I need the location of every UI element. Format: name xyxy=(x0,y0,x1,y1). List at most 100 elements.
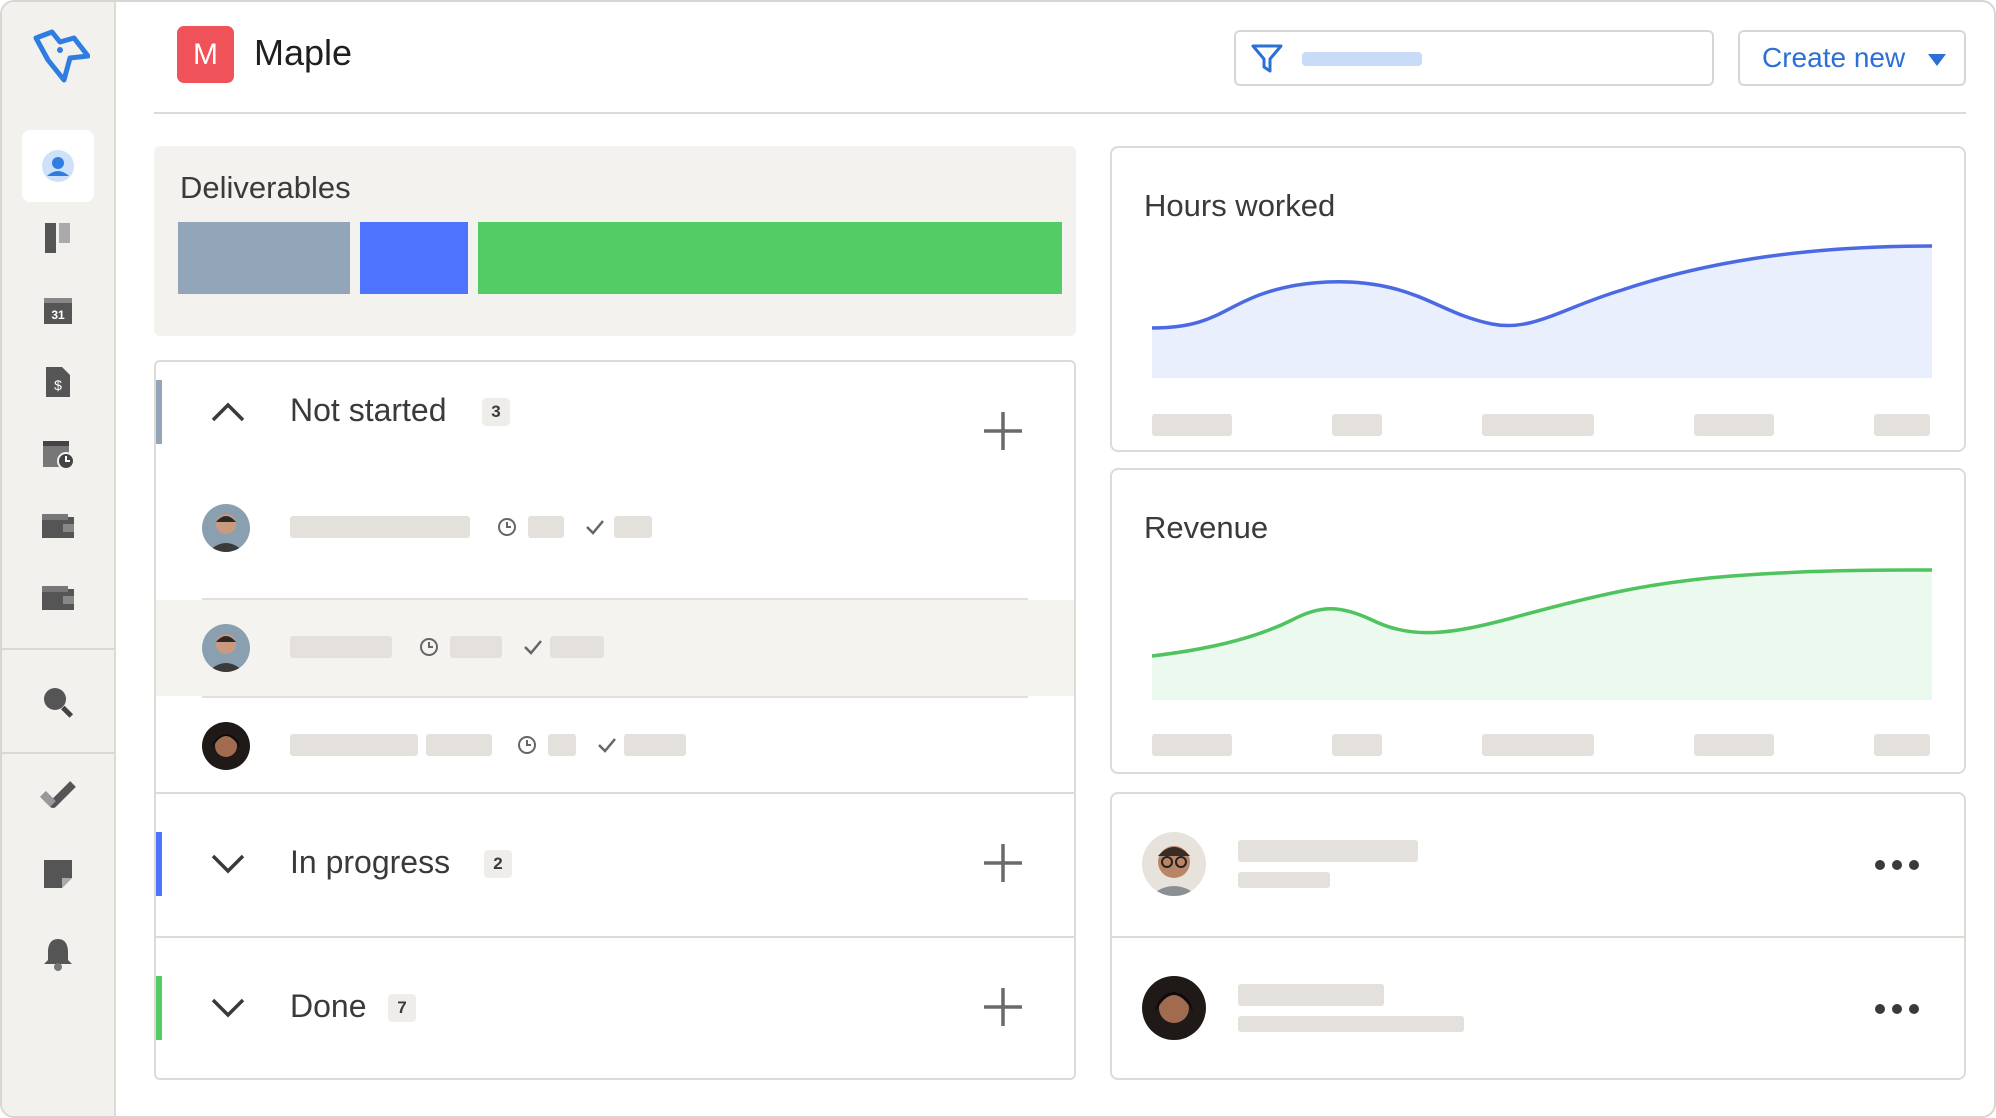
nav-timesheets[interactable] xyxy=(22,418,94,490)
nav-invoices[interactable]: $ xyxy=(22,346,94,418)
add-task-icon[interactable] xyxy=(982,842,1024,884)
x-tick-placeholder xyxy=(1482,734,1594,756)
chevron-down-icon[interactable] xyxy=(208,844,248,884)
brand-name: Maple xyxy=(254,32,353,73)
deliverables-segment-done[interactable] xyxy=(478,222,1062,294)
filter-value-placeholder xyxy=(1302,52,1422,66)
more-options-icon[interactable] xyxy=(1874,858,1920,872)
timesheet-icon xyxy=(43,441,75,470)
clock-icon xyxy=(420,638,438,656)
task-title-placeholder xyxy=(290,734,418,756)
invoice-icon: $ xyxy=(46,367,70,397)
wallet-icon xyxy=(42,514,74,538)
deliverables-segment-not-started[interactable] xyxy=(178,222,350,294)
nav-notifications[interactable] xyxy=(22,918,94,990)
row-divider xyxy=(202,598,1028,600)
clock-icon xyxy=(518,736,536,754)
nav-profile[interactable] xyxy=(22,130,94,202)
group-accent xyxy=(156,976,162,1040)
avatar xyxy=(202,722,250,770)
nav-wallet[interactable] xyxy=(22,490,94,562)
nav-tasks[interactable] xyxy=(22,758,94,830)
checklist-placeholder xyxy=(624,734,686,756)
task-row[interactable] xyxy=(156,698,1074,794)
chevron-up-icon[interactable] xyxy=(208,392,248,432)
group-divider xyxy=(156,792,1074,794)
hours-worked-chart xyxy=(1152,244,1932,378)
checklist-placeholder xyxy=(614,516,652,538)
group-header-in-progress[interactable]: In progress 2 xyxy=(156,814,1074,914)
create-new-label: Create new xyxy=(1762,42,1906,73)
revenue-chart xyxy=(1152,568,1932,700)
nav-calendar[interactable]: 31 xyxy=(22,274,94,346)
hours-worked-card[interactable]: Hours worked xyxy=(1110,146,1966,452)
avatar xyxy=(202,504,250,552)
x-tick-placeholder xyxy=(1482,414,1594,436)
board-icon xyxy=(45,223,70,253)
person-name-placeholder xyxy=(1238,840,1418,862)
row-divider xyxy=(1112,936,1964,938)
bird-logo-icon[interactable] xyxy=(30,28,90,88)
time-placeholder xyxy=(528,516,564,538)
group-header-done[interactable]: Done 7 xyxy=(156,958,1074,1058)
calendar-icon: 31 xyxy=(44,298,72,324)
x-tick-placeholder xyxy=(1152,414,1232,436)
person-meta-placeholder xyxy=(1238,1016,1464,1032)
brand-badge: M xyxy=(177,26,234,83)
group-divider xyxy=(156,936,1074,938)
svg-text:31: 31 xyxy=(51,308,65,322)
time-placeholder xyxy=(548,734,576,756)
x-tick-placeholder xyxy=(1332,734,1382,756)
group-count-badge: 3 xyxy=(482,398,510,426)
chevron-down-icon[interactable] xyxy=(208,988,248,1028)
task-title-placeholder xyxy=(426,734,492,756)
user-circle-icon xyxy=(42,150,74,182)
x-tick-placeholder xyxy=(1152,734,1232,756)
svg-text:$: $ xyxy=(54,377,62,393)
x-tick-placeholder xyxy=(1694,734,1774,756)
group-count-badge: 7 xyxy=(388,994,416,1022)
sticky-note-icon xyxy=(44,860,72,888)
person-name-placeholder xyxy=(1238,984,1384,1006)
more-options-icon[interactable] xyxy=(1874,1002,1920,1016)
revenue-card[interactable]: Revenue xyxy=(1110,468,1966,774)
nav-notes[interactable] xyxy=(22,838,94,910)
group-header-not-started[interactable]: Not started 3 xyxy=(156,362,1074,462)
x-tick-placeholder xyxy=(1874,414,1930,436)
person-meta-placeholder xyxy=(1238,872,1330,888)
add-task-icon[interactable] xyxy=(982,410,1024,452)
task-row[interactable] xyxy=(156,600,1074,696)
sidebar: 31 $ xyxy=(2,2,116,1116)
add-task-icon[interactable] xyxy=(982,986,1024,1028)
nav-search[interactable] xyxy=(22,666,94,738)
deliverables-title: Deliverables xyxy=(180,170,351,205)
caret-down-icon xyxy=(1928,54,1946,66)
sidebar-divider xyxy=(2,752,116,754)
create-new-button[interactable]: Create new xyxy=(1738,30,1966,86)
task-row[interactable] xyxy=(156,480,1074,576)
nav-board[interactable] xyxy=(22,202,94,274)
row-divider xyxy=(202,696,1028,698)
sidebar-divider xyxy=(2,648,116,650)
group-label: Done xyxy=(290,988,367,1024)
x-tick-placeholder xyxy=(1332,414,1382,436)
person-row[interactable] xyxy=(1112,794,1964,936)
deliverables-segment-in-progress[interactable] xyxy=(360,222,468,294)
nav-wallet-2[interactable] xyxy=(22,562,94,634)
checkmark-icon xyxy=(586,520,604,535)
group-count-badge: 2 xyxy=(484,850,512,878)
x-tick-placeholder xyxy=(1874,734,1930,756)
task-groups-panel: Not started 3 xyxy=(154,360,1076,1080)
group-accent xyxy=(156,832,162,896)
time-placeholder xyxy=(450,636,502,658)
filter-input[interactable] xyxy=(1234,30,1714,86)
person-row[interactable] xyxy=(1112,938,1964,1078)
bell-icon xyxy=(44,939,72,971)
header-divider xyxy=(154,112,1966,114)
search-icon xyxy=(44,688,74,718)
task-title-placeholder xyxy=(290,516,470,538)
avatar xyxy=(1142,832,1206,896)
filter-icon xyxy=(1251,44,1283,73)
checklist-placeholder xyxy=(550,636,604,658)
